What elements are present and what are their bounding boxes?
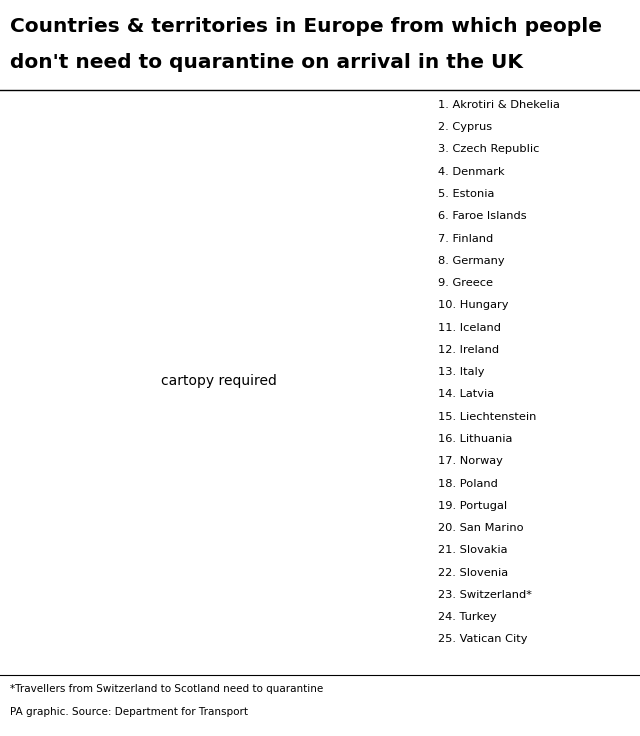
Text: 8. Germany: 8. Germany xyxy=(438,256,505,266)
Text: cartopy required: cartopy required xyxy=(161,373,277,388)
Text: 20. San Marino: 20. San Marino xyxy=(438,523,524,533)
Text: Countries & territories in Europe from which people: Countries & territories in Europe from w… xyxy=(10,16,602,35)
Text: 12. Ireland: 12. Ireland xyxy=(438,345,500,355)
Text: 7. Finland: 7. Finland xyxy=(438,233,493,244)
Text: 13. Italy: 13. Italy xyxy=(438,367,485,378)
Text: 15. Liechtenstein: 15. Liechtenstein xyxy=(438,411,537,422)
Text: PA graphic. Source: Department for Transport: PA graphic. Source: Department for Trans… xyxy=(10,707,248,717)
Text: 24. Turkey: 24. Turkey xyxy=(438,612,497,622)
Text: don't need to quarantine on arrival in the UK: don't need to quarantine on arrival in t… xyxy=(10,54,523,72)
Text: 25. Vatican City: 25. Vatican City xyxy=(438,634,528,645)
Text: 9. Greece: 9. Greece xyxy=(438,278,493,288)
Text: *Travellers from Switzerland to Scotland need to quarantine: *Travellers from Switzerland to Scotland… xyxy=(10,684,323,694)
Text: 4. Denmark: 4. Denmark xyxy=(438,167,505,177)
Text: 16. Lithuania: 16. Lithuania xyxy=(438,434,513,444)
Text: 21. Slovakia: 21. Slovakia xyxy=(438,545,508,556)
Text: 22. Slovenia: 22. Slovenia xyxy=(438,567,509,578)
Text: 23. Switzerland*: 23. Switzerland* xyxy=(438,590,532,600)
Text: 11. Iceland: 11. Iceland xyxy=(438,322,502,333)
Text: 1. Akrotiri & Dhekelia: 1. Akrotiri & Dhekelia xyxy=(438,100,561,110)
Text: 2. Cyprus: 2. Cyprus xyxy=(438,122,493,132)
Text: 10. Hungary: 10. Hungary xyxy=(438,300,509,311)
Text: 6. Faroe Islands: 6. Faroe Islands xyxy=(438,211,527,222)
Text: 3. Czech Republic: 3. Czech Republic xyxy=(438,144,540,155)
Text: 18. Poland: 18. Poland xyxy=(438,478,499,489)
Text: 17. Norway: 17. Norway xyxy=(438,456,503,467)
Text: 5. Estonia: 5. Estonia xyxy=(438,189,495,199)
Text: 19. Portugal: 19. Portugal xyxy=(438,500,508,511)
Text: 14. Latvia: 14. Latvia xyxy=(438,389,495,400)
